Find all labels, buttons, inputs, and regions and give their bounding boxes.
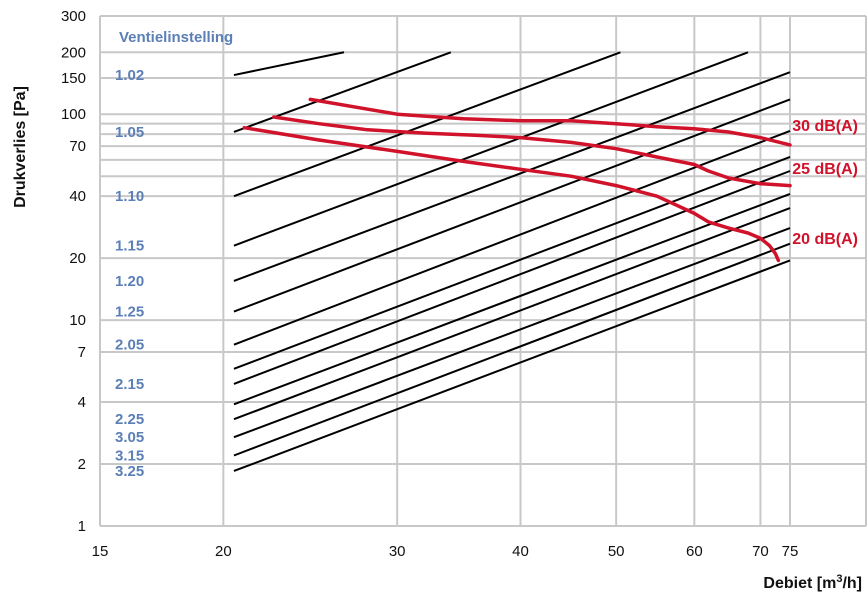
x-tick-labels: 15 20 30 40 50 60 70 75: [92, 543, 799, 560]
setting-label: 1.02: [115, 67, 144, 84]
setting-line: [233, 51, 452, 133]
noise-labels: 30 dB(A) 25 dB(A) 20 dB(A): [792, 118, 858, 248]
y-axis-title: Drukverlies [Pa]: [12, 86, 29, 208]
setting-label: 1.05: [115, 124, 144, 141]
setting-line: [233, 242, 791, 457]
noise-curve: [242, 125, 781, 263]
setting-line: [233, 227, 791, 439]
setting-line: [233, 170, 791, 385]
setting-line: [233, 71, 791, 282]
setting-line: [233, 51, 621, 198]
y-tick-label: 100: [61, 106, 86, 123]
setting-line: [233, 259, 791, 472]
y-tick-label: 2: [78, 456, 86, 473]
x-tick-label: 60: [686, 543, 703, 560]
setting-label: 2.15: [115, 376, 144, 393]
setting-lines: [233, 51, 791, 472]
y-tick-label: 40: [69, 188, 86, 205]
y-tick-label: 7: [78, 344, 86, 361]
x-tick-label: 50: [608, 543, 625, 560]
y-tick-label: 10: [69, 312, 86, 329]
noise-curve: [308, 97, 792, 147]
setting-label: 1.20: [115, 273, 144, 290]
noise-label: 30 dB(A): [792, 118, 858, 135]
y-tick-label: 20: [69, 250, 86, 267]
legend-title: Ventielinstelling: [119, 29, 233, 46]
setting-labels: 1.02 1.05 1.10 1.15 1.20 1.25 2.05 2.15 2.253.05…: [115, 67, 144, 480]
x-tick-label: 20: [215, 543, 232, 560]
setting-label: 2.25: [115, 411, 144, 428]
setting-label: 3.05: [115, 429, 144, 446]
x-axis-title-sup: 3: [836, 573, 842, 585]
y-tick-label: 1: [78, 518, 86, 535]
x-tick-label: 15: [92, 543, 109, 560]
setting-line: [233, 98, 791, 313]
y-tick-label: 70: [69, 138, 86, 155]
noise-curve: [272, 115, 792, 188]
x-axis-title-suffix: /h]: [842, 575, 862, 592]
setting-line: [233, 129, 791, 346]
noise-label: 25 dB(A): [792, 161, 858, 178]
y-tick-label: 200: [61, 44, 86, 61]
grid: [99, 15, 867, 527]
setting-line: [233, 51, 345, 77]
noise-curves: [242, 97, 792, 263]
setting-line: [233, 207, 791, 421]
setting-label: 1.25: [115, 304, 144, 321]
x-tick-label: 40: [512, 543, 529, 560]
setting-line: [233, 193, 791, 406]
setting-label: 1.15: [115, 238, 144, 255]
setting-line: [233, 156, 791, 370]
setting-label: 3.25: [115, 463, 144, 480]
x-tick-label: 75: [782, 543, 799, 560]
setting-label: 2.05: [115, 337, 144, 354]
setting-label: 3.15: [115, 448, 144, 465]
setting-label: 1.10: [115, 188, 144, 205]
y-tick-label: 150: [61, 70, 86, 87]
x-axis-title: Debiet [m3/h]: [763, 573, 862, 592]
x-tick-label: 30: [389, 543, 406, 560]
y-tick-label: 300: [61, 8, 86, 25]
y-tick-label: 4: [78, 394, 86, 411]
x-tick-label: 70: [752, 543, 769, 560]
noise-label: 20 dB(A): [792, 231, 858, 248]
y-tick-labels: 1 2 4 7 10 20 40 70 100 150 200 300: [61, 8, 86, 535]
x-axis-title-prefix: Debiet [m: [763, 575, 836, 592]
setting-line: [233, 51, 749, 247]
